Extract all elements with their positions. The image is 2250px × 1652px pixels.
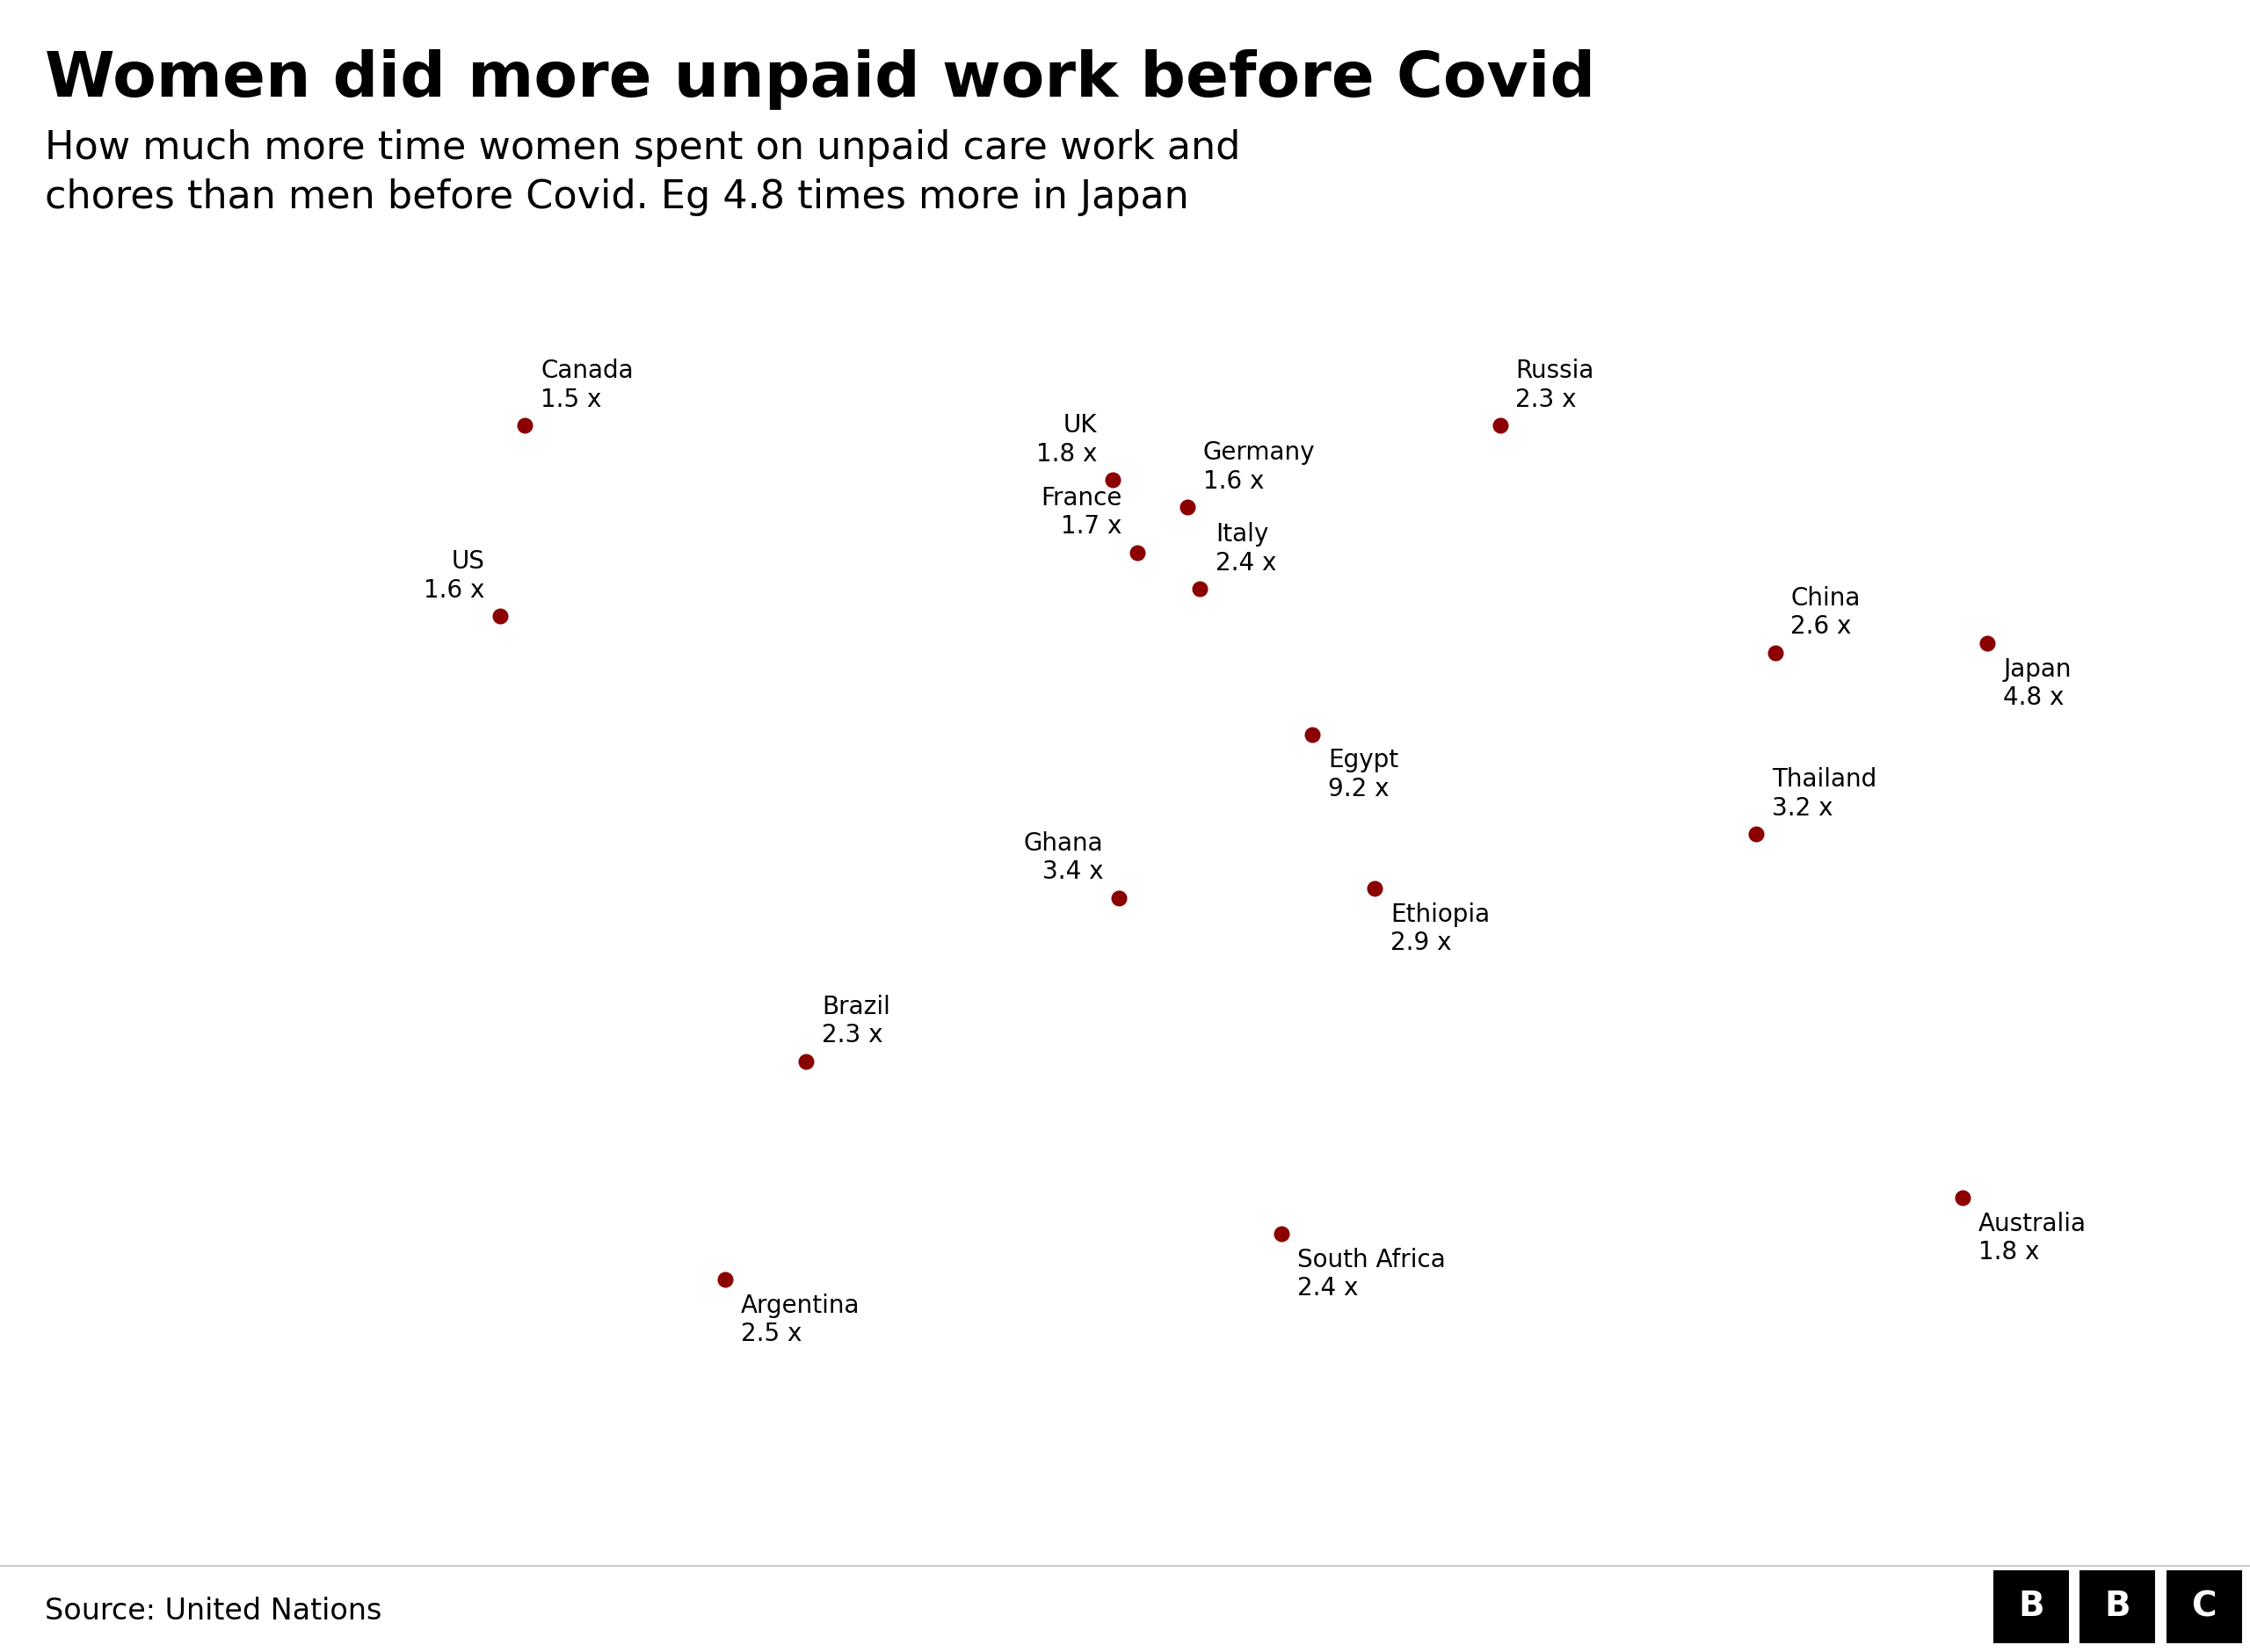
Text: Germany
1.6 x: Germany 1.6 x [1204,441,1316,494]
Text: France
1.7 x: France 1.7 x [1042,486,1123,539]
Text: South Africa
2.4 x: South Africa 2.4 x [1296,1247,1444,1300]
Text: Canada
1.5 x: Canada 1.5 x [540,358,634,411]
Text: Women did more unpaid work before Covid: Women did more unpaid work before Covid [45,50,1595,111]
Text: How much more time women spent on unpaid care work and
chores than men before Co: How much more time women spent on unpaid… [45,129,1240,216]
Text: C: C [2192,1589,2216,1624]
Text: Brazil
2.3 x: Brazil 2.3 x [821,995,891,1047]
Text: Australia
1.8 x: Australia 1.8 x [1978,1211,2086,1264]
Text: Thailand
3.2 x: Thailand 3.2 x [1773,768,1876,821]
Text: Russia
2.3 x: Russia 2.3 x [1516,358,1595,411]
Text: US
1.6 x: US 1.6 x [423,550,484,603]
Text: Ethiopia
2.9 x: Ethiopia 2.9 x [1390,902,1490,955]
Text: Source: United Nations: Source: United Nations [45,1596,383,1626]
Text: Ghana
3.4 x: Ghana 3.4 x [1024,831,1102,884]
Text: Egypt
9.2 x: Egypt 9.2 x [1327,748,1400,801]
Text: Italy
2.4 x: Italy 2.4 x [1215,522,1276,575]
Text: China
2.6 x: China 2.6 x [1791,586,1861,639]
Text: Japan
4.8 x: Japan 4.8 x [2002,657,2072,710]
FancyBboxPatch shape [1993,1569,2070,1642]
Text: Argentina
2.5 x: Argentina 2.5 x [740,1294,860,1346]
FancyBboxPatch shape [2167,1569,2241,1642]
Text: UK
1.8 x: UK 1.8 x [1035,413,1098,466]
FancyBboxPatch shape [2079,1569,2156,1642]
Text: B: B [2018,1589,2045,1624]
Text: B: B [2104,1589,2131,1624]
